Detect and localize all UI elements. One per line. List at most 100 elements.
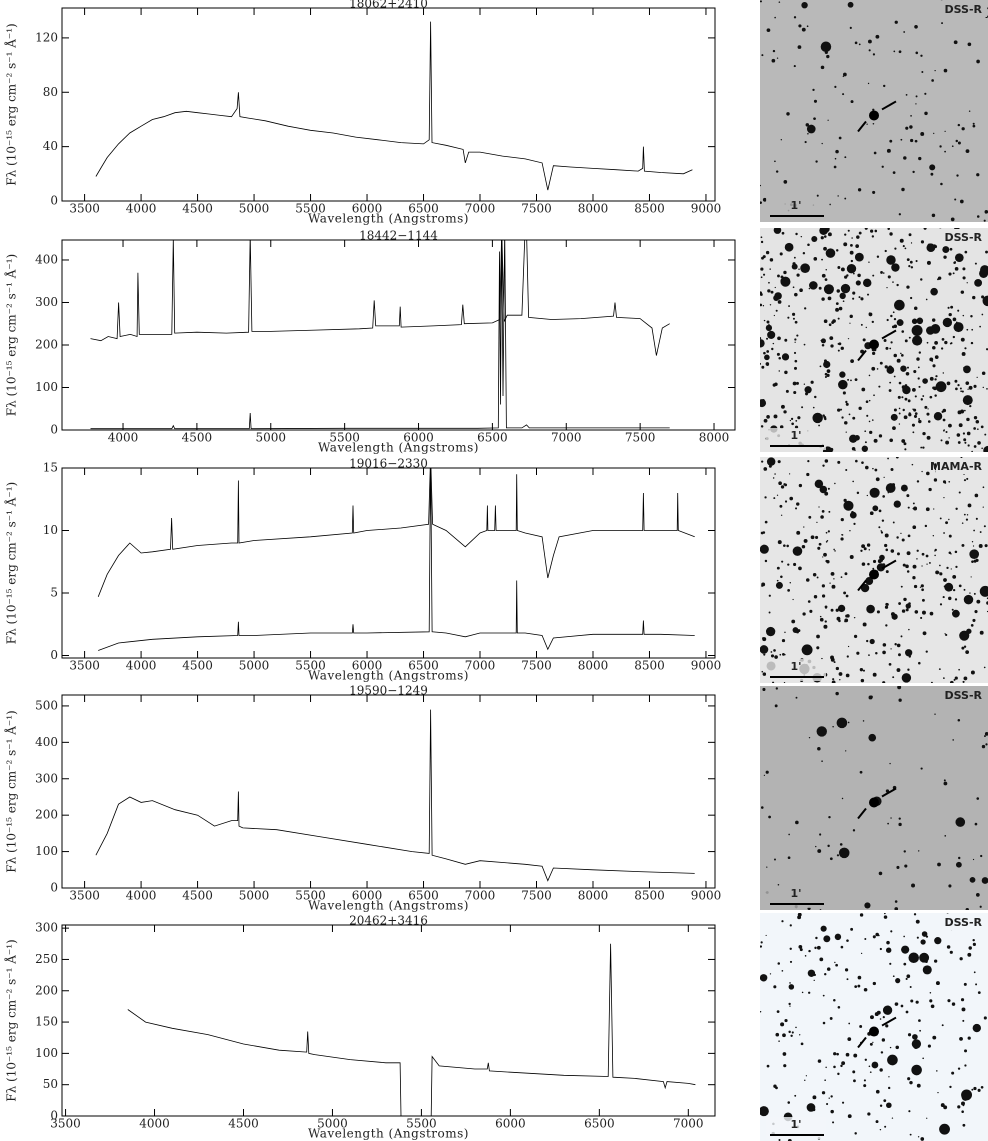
star [766, 28, 771, 33]
star [904, 339, 908, 343]
star [891, 1117, 894, 1119]
star [861, 562, 866, 566]
star [973, 415, 978, 420]
star [764, 496, 767, 499]
star [949, 342, 952, 345]
star [768, 815, 771, 819]
star [911, 318, 918, 324]
star [823, 359, 827, 363]
star [964, 1049, 968, 1053]
star [916, 480, 920, 483]
star [786, 544, 789, 548]
star [859, 770, 863, 774]
star [900, 585, 903, 588]
star [845, 594, 849, 598]
star [776, 57, 779, 59]
star [896, 552, 900, 556]
star [794, 292, 798, 297]
star [856, 491, 860, 495]
plot-frame [61, 694, 716, 889]
star [781, 638, 786, 643]
star [844, 618, 849, 623]
star [917, 377, 920, 380]
star [948, 423, 952, 428]
star [763, 467, 768, 471]
star [984, 735, 986, 737]
star [891, 325, 895, 329]
star [924, 405, 928, 409]
marker [881, 559, 897, 570]
star [852, 416, 856, 420]
star [897, 686, 902, 690]
y-tick-label: 400 [35, 252, 58, 266]
star [830, 655, 834, 660]
star [925, 554, 929, 558]
star [837, 460, 841, 464]
star [836, 249, 839, 252]
star [863, 547, 867, 551]
star [780, 139, 782, 141]
star [808, 949, 811, 953]
star [909, 1133, 912, 1136]
star [928, 487, 932, 492]
star [845, 402, 849, 406]
star [939, 603, 943, 606]
star [841, 797, 844, 800]
star [837, 195, 839, 197]
star [879, 1104, 883, 1107]
star [957, 1105, 961, 1109]
star [901, 439, 906, 443]
star [780, 1022, 785, 1027]
star [872, 274, 875, 277]
star [777, 883, 780, 886]
star [775, 170, 779, 173]
star [854, 378, 858, 382]
star [872, 1041, 874, 1044]
star [879, 1068, 883, 1072]
star [868, 695, 873, 700]
star [896, 283, 899, 287]
star [864, 938, 867, 940]
star [913, 584, 918, 589]
star [972, 942, 976, 946]
star [919, 1029, 922, 1032]
star [982, 486, 985, 489]
star [846, 655, 849, 658]
star [929, 376, 934, 381]
star [876, 255, 880, 258]
y-axis-label: Fλ (10⁻¹⁵ erg cm⁻² s⁻¹ Å⁻¹) [4, 939, 19, 1101]
x-tick-label: 3500 [69, 889, 100, 903]
star [893, 375, 896, 378]
x-tick-label: 6500 [408, 659, 439, 673]
star [937, 1091, 939, 1094]
star [911, 1064, 922, 1076]
star [867, 293, 870, 296]
star [883, 84, 886, 88]
star [920, 939, 926, 945]
star [825, 531, 828, 534]
star [985, 250, 988, 254]
star [874, 1012, 879, 1017]
star [926, 326, 935, 335]
star [778, 1040, 780, 1042]
y-tick-label: 300 [35, 771, 58, 785]
star [774, 473, 776, 475]
star [823, 235, 827, 238]
star [939, 517, 942, 520]
star [860, 583, 870, 593]
star [918, 1019, 921, 1022]
star [911, 423, 915, 427]
star [949, 950, 953, 954]
star [942, 596, 945, 599]
star [961, 1101, 965, 1106]
star [962, 314, 965, 317]
star [769, 304, 772, 306]
star [966, 514, 969, 516]
star [887, 822, 889, 825]
target-star [869, 797, 879, 808]
target-star [869, 339, 879, 350]
star [921, 931, 928, 937]
star [957, 1067, 961, 1070]
star [865, 400, 869, 404]
star [836, 854, 840, 857]
